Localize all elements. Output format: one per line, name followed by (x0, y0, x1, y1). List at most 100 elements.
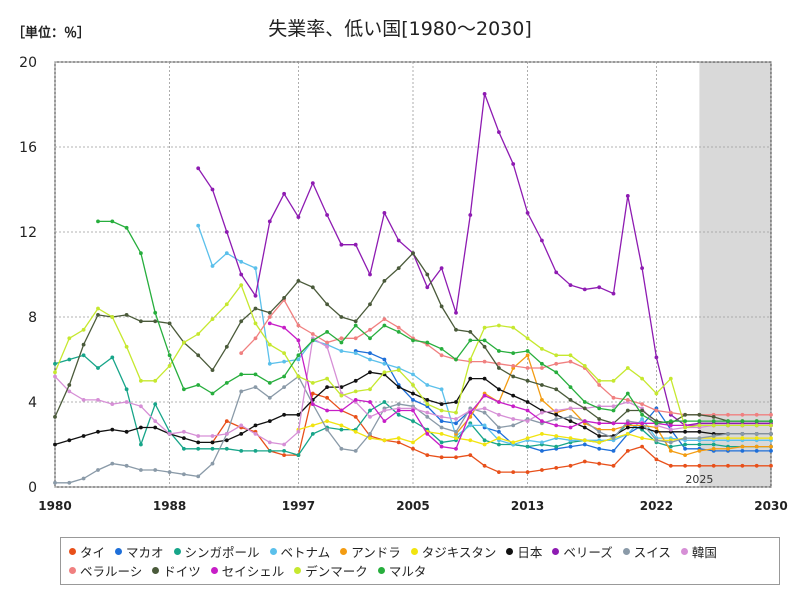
data-point (153, 419, 158, 423)
data-point (683, 436, 687, 440)
data-point (196, 474, 201, 479)
data-point (654, 429, 659, 434)
data-point (683, 442, 687, 447)
data-point (353, 398, 358, 402)
data-point (382, 408, 387, 413)
legend-marker (410, 548, 418, 555)
data-point (124, 429, 129, 434)
data-point (196, 446, 201, 451)
data-point (454, 357, 458, 362)
data-point (568, 444, 573, 449)
data-point (110, 427, 115, 432)
data-point (654, 391, 659, 396)
data-point (568, 398, 573, 402)
data-point (411, 440, 415, 445)
legend-item: ベラルーシ (69, 561, 142, 580)
data-point (425, 402, 430, 406)
data-point (310, 338, 315, 343)
y-tick-label: 16 (19, 140, 37, 156)
data-point (353, 415, 358, 419)
data-point (668, 463, 673, 468)
data-point (726, 446, 730, 451)
data-point (239, 351, 244, 355)
data-point (382, 361, 387, 366)
data-point (683, 453, 687, 457)
data-point (468, 338, 473, 343)
data-point (196, 223, 201, 228)
data-point (511, 374, 516, 379)
legend-marker (69, 548, 76, 555)
forecast-label: 2025 (685, 473, 713, 486)
legend-item: セイシェル (210, 561, 284, 580)
data-point (482, 376, 487, 381)
data-point (296, 338, 301, 343)
data-point (611, 463, 616, 468)
data-point (769, 444, 773, 449)
data-point (339, 385, 344, 389)
data-point (611, 408, 616, 413)
data-point (196, 332, 201, 336)
data-point (582, 406, 587, 411)
data-point (153, 319, 158, 324)
data-point (468, 453, 473, 457)
data-point (482, 438, 487, 443)
data-point (182, 472, 186, 477)
data-point (482, 442, 487, 447)
data-point (382, 419, 387, 423)
data-point (454, 446, 458, 451)
legend-label: タイ (80, 545, 106, 560)
data-point (554, 417, 559, 421)
data-point (654, 355, 659, 360)
data-point (139, 442, 143, 447)
data-point (754, 423, 759, 428)
data-point (525, 353, 530, 358)
data-point (153, 468, 158, 472)
data-point (454, 455, 458, 460)
data-point (239, 372, 244, 377)
data-point (511, 162, 516, 166)
data-point (497, 361, 501, 366)
data-point (554, 353, 559, 358)
data-point (239, 423, 244, 428)
data-point (597, 421, 602, 426)
data-point (540, 361, 544, 366)
legend-label: シンガポール (184, 545, 260, 560)
line-chart: 0 4 8 12 16 20 1980 1988 1997 2005 2013 2022 2030 202… (19, 55, 788, 513)
data-point (325, 330, 329, 334)
data-point (210, 264, 215, 268)
data-point (468, 410, 473, 415)
data-point (754, 463, 759, 468)
data-point (282, 449, 286, 453)
data-point (683, 463, 687, 468)
data-point (411, 372, 415, 377)
data-point (568, 415, 573, 419)
data-point (482, 92, 487, 96)
data-point (640, 436, 644, 440)
data-point (625, 421, 630, 426)
data-point (511, 423, 516, 428)
data-point (167, 470, 172, 474)
legend-label: マルタ (388, 564, 427, 579)
data-point (654, 408, 659, 413)
data-point (511, 364, 516, 368)
data-point (368, 302, 372, 307)
data-point (454, 310, 458, 315)
data-point (582, 364, 587, 368)
data-point (67, 383, 72, 387)
data-point (353, 449, 358, 453)
data-point (110, 355, 115, 360)
data-point (124, 313, 129, 317)
series-line-12 (269, 322, 771, 450)
series-line-10 (240, 298, 771, 416)
data-point (368, 370, 372, 375)
data-point (582, 438, 587, 443)
data-point (597, 440, 602, 445)
data-point (124, 225, 129, 230)
data-point (368, 387, 372, 392)
data-point (368, 436, 372, 440)
data-point (396, 408, 401, 413)
data-point (296, 453, 301, 457)
legend-item: ベトナム (269, 542, 330, 561)
data-point (611, 395, 616, 400)
data-point (382, 370, 387, 375)
